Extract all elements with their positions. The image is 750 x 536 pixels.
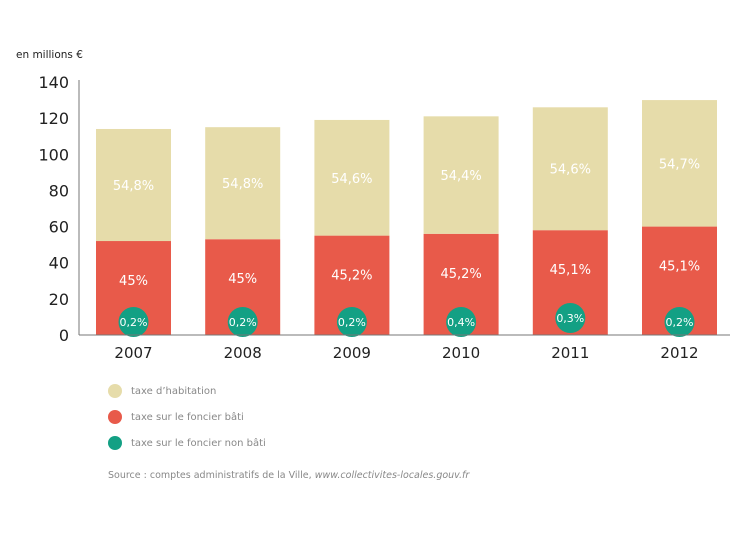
legend-swatch bbox=[108, 410, 122, 424]
marker-foncier-non-bati bbox=[227, 307, 258, 337]
x-tick-label: 2010 bbox=[442, 344, 480, 362]
data-label-foncier-non-bati: 0,3% bbox=[556, 312, 584, 325]
data-label-foncier-bati: 45% bbox=[119, 274, 148, 289]
data-label-habitation: 54,4% bbox=[440, 169, 481, 184]
legend-label: taxe sur le foncier non bâti bbox=[131, 437, 266, 449]
data-label-foncier-non-bati: 0,2% bbox=[229, 316, 257, 329]
data-label-foncier-non-bati: 0,2% bbox=[666, 316, 694, 329]
data-label-foncier-non-bati: 0,2% bbox=[120, 316, 148, 329]
source-note: Source : comptes administratifs de la Vi… bbox=[108, 470, 469, 481]
marker-foncier-non-bati bbox=[446, 307, 477, 337]
data-label-habitation: 54,6% bbox=[550, 163, 591, 178]
marker-foncier-non-bati bbox=[336, 307, 367, 337]
bar-habitation bbox=[423, 116, 499, 234]
data-label-foncier-bati: 45% bbox=[228, 272, 257, 287]
x-tick-label: 2012 bbox=[660, 344, 698, 362]
legend-item-foncier-bati: taxe sur le foncier bâti bbox=[108, 404, 266, 430]
marker-foncier-non-bati bbox=[664, 307, 695, 337]
data-label-foncier-bati: 45,1% bbox=[659, 260, 700, 275]
data-label-foncier-bati: 45,2% bbox=[331, 269, 372, 284]
legend-swatch bbox=[108, 436, 122, 450]
data-label-habitation: 54,8% bbox=[222, 177, 263, 192]
y-tick-label: 80 bbox=[49, 181, 69, 200]
y-tick-label: 60 bbox=[49, 218, 69, 237]
data-label-foncier-bati: 45,2% bbox=[440, 267, 481, 282]
data-label-habitation: 54,6% bbox=[331, 172, 372, 187]
x-tick-label: 2009 bbox=[333, 344, 371, 362]
data-label-foncier-non-bati: 0,2% bbox=[338, 316, 366, 329]
source-text: Source : comptes administratifs de la Vi… bbox=[108, 470, 315, 481]
source-link: www.collectivites-locales.gouv.fr bbox=[314, 470, 470, 481]
y-axis-label: en millions € bbox=[16, 49, 83, 61]
data-label-habitation: 54,7% bbox=[659, 157, 700, 172]
data-label-foncier-bati: 45,1% bbox=[550, 263, 591, 278]
legend-label: taxe sur le foncier bâti bbox=[131, 411, 244, 423]
bar-habitation bbox=[205, 127, 281, 240]
y-tick-label: 0 bbox=[59, 326, 69, 345]
y-tick-label: 40 bbox=[49, 254, 69, 273]
bar-habitation bbox=[642, 100, 717, 227]
x-tick-label: 2008 bbox=[224, 344, 262, 362]
y-tick-label: 120 bbox=[38, 109, 69, 128]
marker-foncier-non-bati bbox=[555, 303, 586, 333]
data-label-habitation: 54,8% bbox=[113, 179, 154, 194]
data-label-foncier-non-bati: 0,4% bbox=[447, 316, 475, 329]
bar-habitation bbox=[96, 128, 171, 242]
legend-item-foncier-non-bati: taxe sur le foncier non bâti bbox=[108, 430, 266, 456]
y-tick-label: 100 bbox=[38, 145, 69, 164]
y-tick-label: 20 bbox=[49, 290, 69, 309]
legend-swatch bbox=[108, 384, 122, 398]
bar-habitation bbox=[532, 107, 608, 231]
legend: taxe d’habitation taxe sur le foncier bâ… bbox=[108, 378, 266, 456]
x-tick-label: 2007 bbox=[114, 344, 152, 362]
legend-label: taxe d’habitation bbox=[131, 385, 217, 397]
marker-foncier-non-bati bbox=[118, 307, 149, 337]
x-tick-label: 2011 bbox=[551, 344, 589, 362]
bar-habitation bbox=[314, 119, 390, 236]
y-tick-label: 140 bbox=[38, 73, 69, 92]
legend-item-habitation: taxe d’habitation bbox=[108, 378, 266, 404]
